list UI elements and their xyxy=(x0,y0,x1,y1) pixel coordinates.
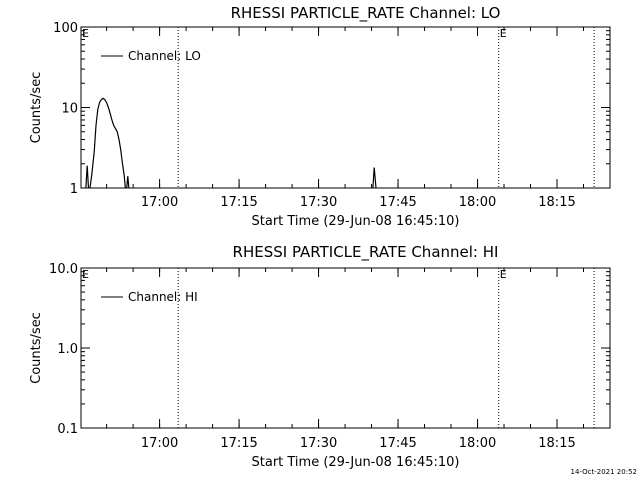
x-tick-label: 17:30 xyxy=(300,436,337,451)
x-tick-label: 17:45 xyxy=(379,436,416,451)
x-tick-label: 18:15 xyxy=(538,195,575,210)
legend-label: Channel: HI xyxy=(128,290,198,304)
x-tick-label: 17:15 xyxy=(220,436,257,451)
marker-label: E xyxy=(500,268,507,281)
y-tick-label: 100 xyxy=(53,21,78,36)
y-tick-label: 10 xyxy=(61,102,78,117)
y-tick-label: 10.0 xyxy=(49,262,78,277)
chart-title: RHESSI PARTICLE_RATE Channel: HI xyxy=(233,243,499,262)
legend-label: Channel: LO xyxy=(128,49,201,63)
x-tick-label: 18:00 xyxy=(459,195,496,210)
x-tick-label: 18:00 xyxy=(459,436,496,451)
x-tick-label: 18:15 xyxy=(538,436,575,451)
x-tick-label: 17:45 xyxy=(379,195,416,210)
marker-label: E xyxy=(82,27,89,40)
x-axis-label: Start Time (29-Jun-08 16:45:10) xyxy=(252,455,460,470)
x-tick-label: 17:30 xyxy=(300,195,337,210)
series-line xyxy=(85,97,130,188)
chart-panel-lo: RHESSI PARTICLE_RATE Channel: LO 1 10 100 Co… xyxy=(29,4,611,229)
y-tick-label: 1 xyxy=(70,182,78,197)
x-tick-label: 17:15 xyxy=(220,195,257,210)
y-axis-label: Counts/sec xyxy=(29,72,44,144)
chart-panel-hi: RHESSI PARTICLE_RATE Channel: HI 0.1 1.0 10… xyxy=(29,243,611,470)
marker-label: E xyxy=(82,268,89,281)
y-tick-label: 1.0 xyxy=(57,342,78,357)
y-tick-label: 0.1 xyxy=(57,422,78,437)
x-tick-label: 17:00 xyxy=(141,436,178,451)
x-tick-label: 17:00 xyxy=(141,195,178,210)
footer-timestamp: 14-Oct-2021 20:52 xyxy=(571,468,637,476)
marker-label: E xyxy=(500,27,507,40)
series-line xyxy=(372,167,377,188)
chart-title: RHESSI PARTICLE_RATE Channel: LO xyxy=(231,4,501,23)
x-axis-label: Start Time (29-Jun-08 16:45:10) xyxy=(252,214,460,229)
y-axis-label: Counts/sec xyxy=(29,312,44,384)
